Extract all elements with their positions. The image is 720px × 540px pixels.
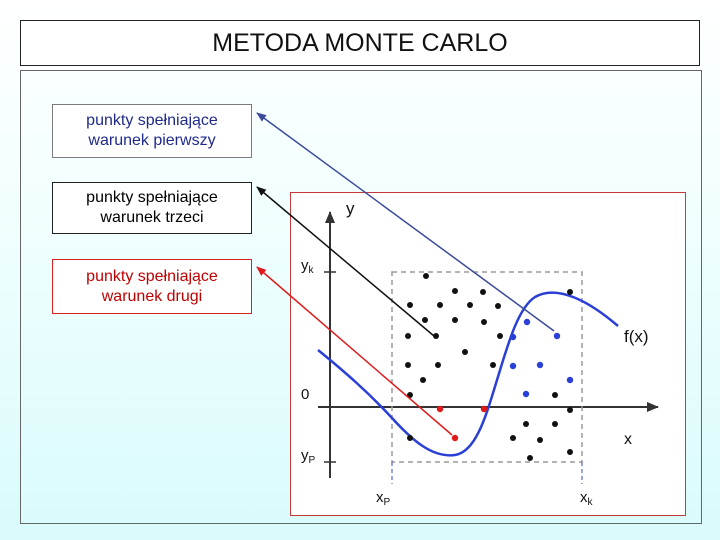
points-condition-third (405, 273, 573, 461)
content-panel (20, 70, 702, 524)
label-condition-second-line1: punkty spełniające (86, 267, 218, 285)
point-black (405, 333, 411, 339)
arrow-condition-second (256, 266, 453, 436)
y-axis-label: y (346, 199, 355, 218)
xp-label: xP (376, 489, 391, 508)
point-black (433, 333, 439, 339)
xp-label-main: x (376, 489, 384, 506)
point-red (480, 405, 488, 413)
xp-label-sub: P (384, 497, 391, 508)
point-black (407, 302, 413, 308)
yp-label: yP (301, 447, 316, 466)
label-condition-first-line2: warunek pierwszy (88, 132, 216, 149)
point-black (510, 435, 516, 441)
xk-label-sub: k (588, 497, 594, 508)
point-black (523, 421, 529, 427)
yk-label: yk (301, 257, 315, 276)
point-black (467, 302, 473, 308)
points-condition-first (509, 318, 574, 398)
label-condition-third-line2: warunek trzeci (100, 209, 204, 226)
point-black (480, 289, 486, 295)
point-black (407, 392, 413, 398)
point-black (420, 377, 426, 383)
yk-label-sub: k (309, 265, 315, 276)
yp-label-sub: P (309, 455, 316, 466)
point-blue (523, 318, 531, 326)
point-black (481, 319, 487, 325)
point-blue (509, 333, 517, 341)
yp-label-main: y (301, 447, 309, 464)
point-black (567, 449, 573, 455)
origin-label: 0 (301, 386, 309, 403)
curve-label: f(x) (624, 327, 649, 346)
point-black (452, 288, 458, 294)
label-condition-second: punkty spełniające warunek drugi (52, 259, 252, 314)
arrow-condition-first (256, 112, 555, 332)
plot-frame (290, 192, 686, 516)
point-blue (522, 390, 530, 398)
point-blue (536, 361, 544, 369)
point-black (437, 302, 443, 308)
sampling-rectangle (391, 271, 583, 463)
point-black (567, 407, 573, 413)
xk-label: xk (580, 489, 594, 508)
function-curve (317, 291, 619, 457)
label-condition-third-line1: punkty spełniające (86, 189, 218, 206)
point-black (407, 435, 413, 441)
slide-title: METODA MONTE CARLO (20, 20, 700, 66)
point-red (436, 405, 444, 413)
point-black (435, 362, 441, 368)
point-black (497, 333, 503, 339)
points-condition-second (436, 405, 488, 442)
yk-label-main: y (301, 257, 309, 274)
point-black (495, 303, 501, 309)
arrow-condition-third (256, 186, 435, 337)
point-black (527, 455, 533, 461)
point-black (567, 289, 573, 295)
point-blue (566, 376, 574, 384)
point-red (451, 434, 459, 442)
point-black (405, 362, 411, 368)
point-black (537, 437, 543, 443)
point-black (422, 317, 428, 323)
point-black (452, 317, 458, 323)
point-black (423, 273, 429, 279)
label-condition-first: punkty spełniające warunek pierwszy (52, 104, 252, 158)
x-axis-label: x (624, 431, 632, 448)
point-black (490, 362, 496, 368)
label-condition-first-line1: punkty spełniające (86, 112, 218, 129)
point-blue (509, 362, 517, 370)
point-black (462, 349, 468, 355)
point-blue (553, 332, 561, 340)
point-black (552, 392, 558, 398)
xk-label-main: x (580, 489, 588, 506)
label-condition-second-line2: warunek drugi (101, 287, 203, 305)
label-condition-third: punkty spełniające warunek trzeci (52, 182, 252, 234)
point-black (552, 421, 558, 427)
